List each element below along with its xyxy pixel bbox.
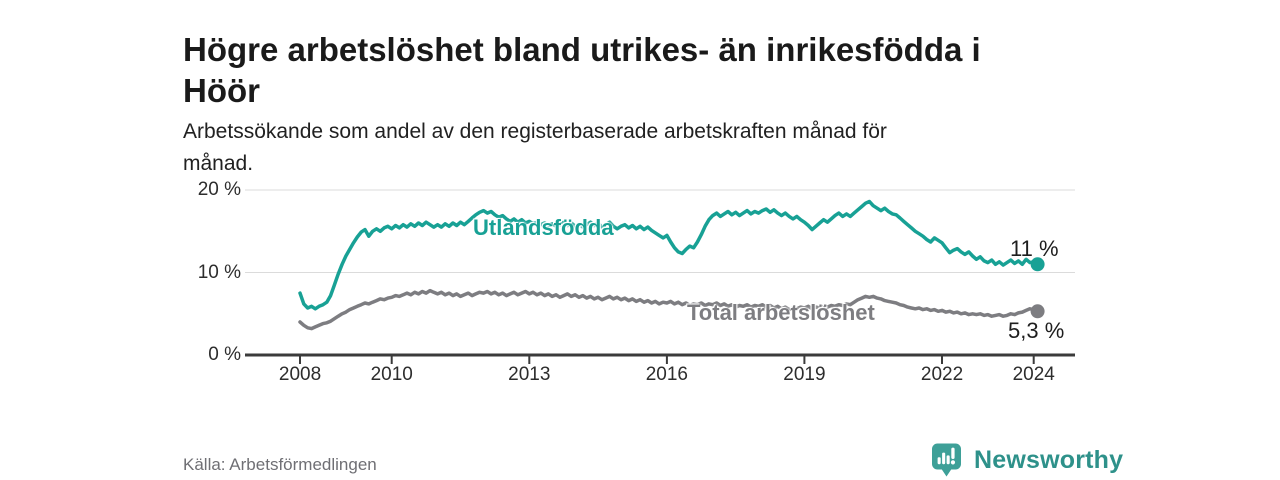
x-axis-tick-2024: 2024 (1012, 364, 1055, 385)
x-axis-tick-2013: 2013 (508, 364, 551, 385)
series-label-utlandsfodda: Utlandsfödda (473, 215, 614, 240)
y-axis-tick-20: 20 % (197, 179, 241, 200)
page-subtitle: Arbetssökande som andel av den registerb… (183, 116, 1043, 180)
end-value-label-total: 5,3 % (1008, 318, 1065, 343)
page-title-line1: Högre arbetslöshet bland utrikes- än inr… (183, 31, 981, 69)
series-label-total-arbetsloshet: Total arbetslöshet (687, 300, 875, 325)
source-attribution: Källa: Arbetsförmedlingen (183, 455, 377, 474)
newsworthy-brand-link[interactable]: Newsworthy (931, 442, 1123, 479)
page-subtitle-line1: Arbetssökande som andel av den registerb… (183, 120, 887, 143)
page-subtitle-line2: månad. (183, 152, 254, 175)
page-title: Högre arbetslöshet bland utrikes- än inr… (183, 29, 1073, 111)
newsworthy-logo-icon (932, 443, 961, 477)
x-axis-tick-2008: 2008 (278, 364, 322, 385)
y-axis-tick-10: 10 % (197, 261, 241, 283)
x-axis-tick-2016: 2016 (645, 364, 689, 385)
newsworthy-brand-name: Newsworthy (974, 446, 1124, 474)
y-axis-tick-0: 0 % (208, 344, 241, 365)
page-title-line2: Höör (183, 72, 260, 110)
x-axis-tick-2019: 2019 (783, 364, 826, 385)
x-axis-tick-2010: 2010 (370, 364, 413, 385)
end-value-label-utlandsfodda: 11 % (1010, 236, 1059, 261)
x-axis-tick-2022: 2022 (920, 364, 964, 385)
